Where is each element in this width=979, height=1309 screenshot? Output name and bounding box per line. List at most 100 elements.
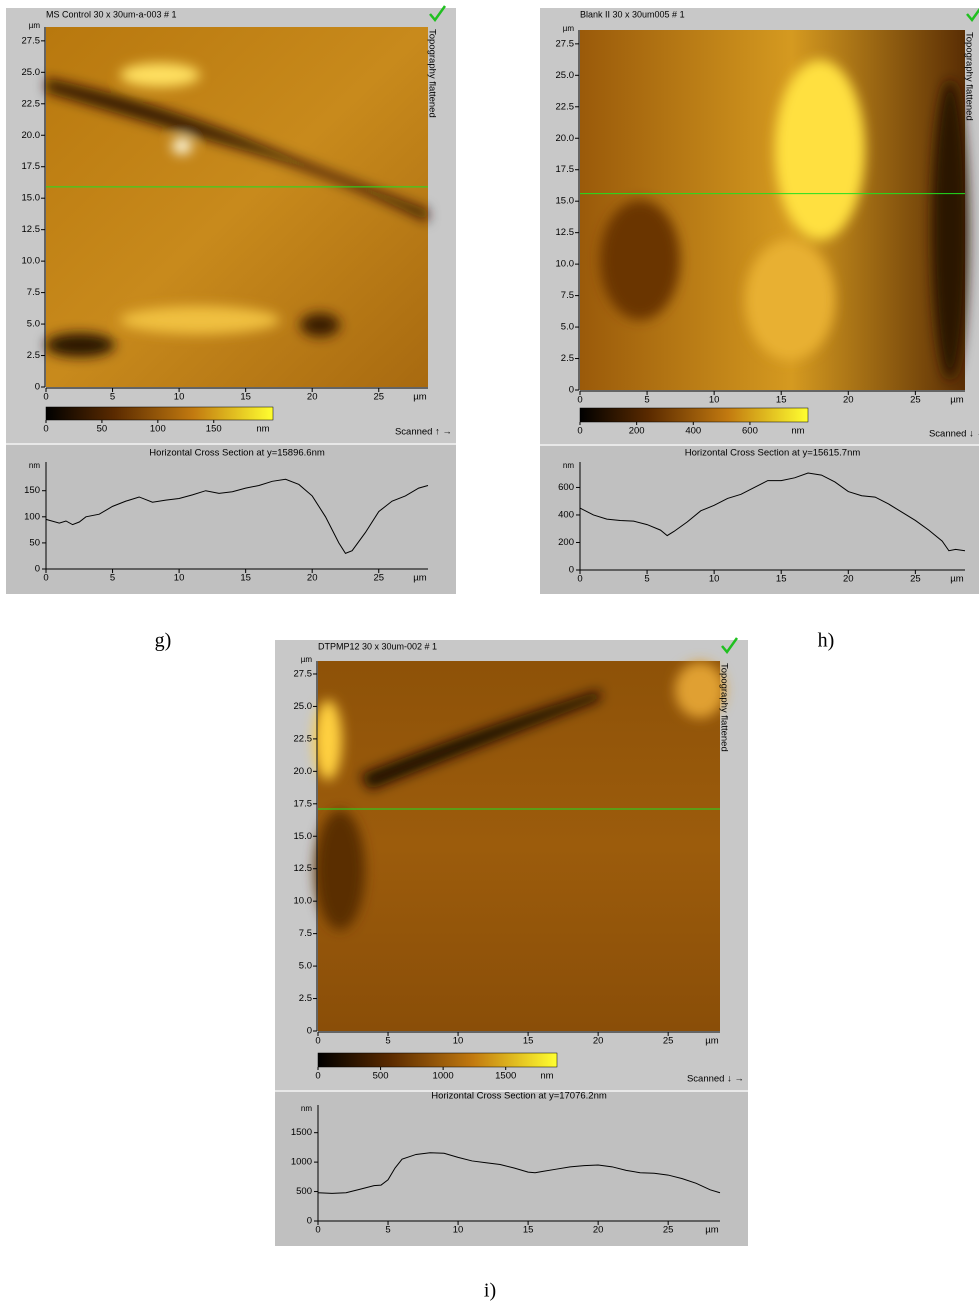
image-y-tick-label: 10.0: [294, 896, 313, 907]
image-y-tick-label: 7.5: [299, 928, 312, 939]
scan-label: Scanned ↓ →: [687, 1074, 744, 1085]
colorbar-tick-label: 600: [742, 426, 758, 437]
section-background: [6, 444, 456, 594]
image-features: [45, 63, 428, 357]
surface-feature: [120, 306, 280, 334]
colorbar-tick-label: 0: [315, 1071, 320, 1082]
image-y-tick-label: 20.0: [22, 130, 41, 141]
y-tick-label: 200: [558, 537, 574, 548]
image-x-tick-label: 10: [709, 395, 720, 406]
surface-feature: [314, 700, 342, 780]
image-y-tick-label: 17.5: [294, 798, 313, 809]
image-y-tick-label: 5.0: [27, 319, 40, 330]
colorbar: [45, 406, 274, 421]
image-y-tick-label: 20.0: [556, 133, 575, 144]
colorbar: [317, 1052, 558, 1068]
image-x-tick-label: 5: [110, 392, 115, 403]
image-x-tick-label: 10: [453, 1036, 464, 1047]
x-tick-label: 10: [709, 574, 720, 585]
x-tick-label: 10: [174, 573, 185, 584]
image-x-tick-label: 0: [43, 392, 48, 403]
colorbar-tick-label: 1500: [495, 1071, 516, 1082]
y-tick-label: 400: [558, 509, 574, 520]
panel-caption: i): [484, 1280, 496, 1302]
image-x-tick-label: 15: [240, 392, 251, 403]
x-tick-label: 15: [776, 574, 787, 585]
side-label: Topography flattened: [718, 663, 729, 752]
x-tick-label: 25: [373, 573, 384, 584]
check-icon: [721, 637, 739, 655]
check-icon: [429, 5, 447, 23]
y-tick-label: 1000: [291, 1157, 312, 1168]
image-y-tick-label: 10.0: [22, 256, 41, 267]
x-tick-label: 5: [110, 573, 115, 584]
topography-image: [46, 27, 428, 387]
x-axis-label: µm: [705, 1225, 718, 1236]
colorbar-tick-label: 500: [373, 1071, 389, 1082]
y-axis-label: nm: [563, 461, 574, 470]
image-y-tick-label: 25.0: [294, 701, 313, 712]
image-x-tick-label: 5: [644, 395, 649, 406]
panel-title: MS Control 30 x 30um-a-003 # 1: [46, 9, 177, 19]
image-x-tick-label: 15: [523, 1036, 534, 1047]
surface-feature: [932, 80, 968, 380]
y-axis-label: nm: [29, 461, 40, 470]
y-tick-label: 0: [35, 564, 40, 575]
x-tick-label: 0: [577, 574, 582, 585]
image-y-tick-label: 15.0: [556, 196, 575, 207]
image-y-unit: µm: [563, 24, 575, 33]
y-tick-label: 500: [296, 1186, 312, 1197]
surface-feature: [745, 240, 835, 360]
surface-feature: [775, 60, 865, 240]
profile-line: [45, 478, 429, 554]
image-y-tick-label: 7.5: [561, 290, 574, 301]
image-x-unit: µm: [950, 395, 963, 406]
chart-title: Horizontal Cross Section at y=15615.7nm: [685, 448, 861, 459]
y-tick-label: 150: [24, 485, 40, 496]
image-y-tick-label: 25.0: [22, 67, 41, 78]
image-x-tick-label: 20: [593, 1036, 604, 1047]
image-x-tick-label: 25: [910, 395, 921, 406]
image-x-tick-label: 0: [315, 1036, 320, 1047]
colorbar: [579, 407, 809, 423]
surface-feature: [360, 690, 600, 790]
x-tick-label: 20: [307, 573, 318, 584]
side-label: Topography flattened: [963, 32, 974, 121]
colorbar-tick-label: 0: [43, 424, 48, 435]
x-tick-label: 0: [315, 1225, 320, 1236]
image-x-tick-label: 20: [843, 395, 854, 406]
y-axis-label: nm: [301, 1104, 312, 1113]
image-features: [314, 662, 725, 930]
x-tick-label: 15: [523, 1225, 534, 1236]
image-y-tick-label: 17.5: [22, 161, 41, 172]
x-tick-label: 20: [593, 1225, 604, 1236]
panel-title: Blank II 30 x 30um005 # 1: [580, 9, 685, 19]
x-tick-label: 25: [910, 574, 921, 585]
image-y-tick-label: 5.0: [299, 961, 312, 972]
y-tick-label: 1500: [291, 1127, 312, 1138]
image-x-unit: µm: [413, 392, 426, 403]
chart-title: Horizontal Cross Section at y=15896.6nm: [149, 448, 325, 459]
topography-image: [318, 661, 720, 1031]
image-y-tick-label: 20.0: [294, 766, 313, 777]
colorbar-tick-label: 150: [206, 424, 222, 435]
surface-feature: [46, 78, 428, 222]
colorbar-unit: nm: [256, 424, 269, 435]
colorbar-tick-label: 400: [685, 426, 701, 437]
profile-line: [317, 1152, 721, 1194]
x-tick-label: 20: [843, 574, 854, 585]
image-y-tick-label: 12.5: [22, 224, 41, 235]
section-background: [275, 1091, 748, 1246]
image-y-tick-label: 22.5: [556, 101, 575, 112]
image-y-tick-label: 17.5: [556, 164, 575, 175]
image-y-tick-label: 12.5: [556, 227, 575, 238]
image-y-tick-label: 2.5: [299, 993, 312, 1004]
image-y-tick-label: 10.0: [556, 259, 575, 270]
y-tick-label: 0: [307, 1216, 312, 1227]
x-tick-label: 10: [453, 1225, 464, 1236]
surface-feature: [315, 810, 365, 930]
image-y-tick-label: 12.5: [294, 863, 313, 874]
image-x-tick-label: 20: [307, 392, 318, 403]
y-tick-label: 50: [29, 537, 40, 548]
